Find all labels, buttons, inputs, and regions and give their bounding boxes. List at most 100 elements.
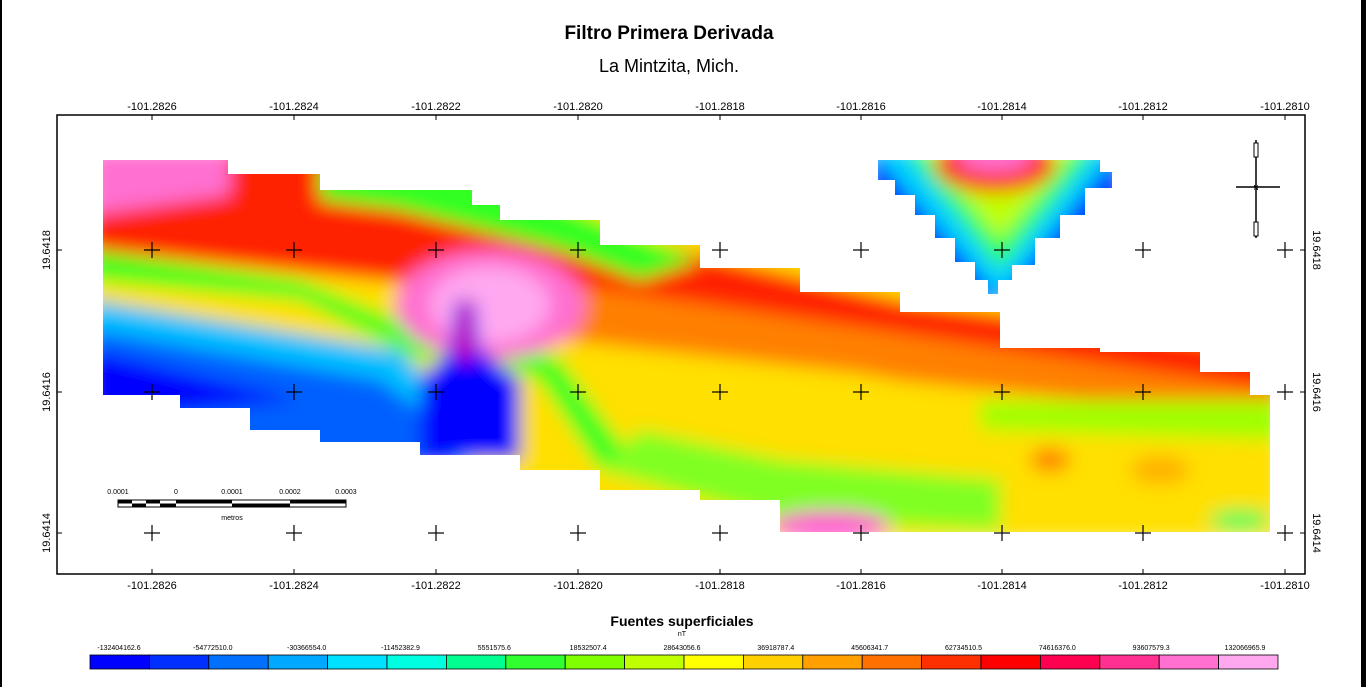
longitude-tick-label: -101.2816 bbox=[836, 580, 886, 592]
graticule-cross bbox=[144, 525, 160, 541]
latitude-tick-label: 19.6416 bbox=[1310, 372, 1322, 412]
longitude-tick-label: -101.2822 bbox=[411, 101, 461, 113]
longitude-tick-label: -101.2824 bbox=[269, 101, 319, 113]
legend-swatch bbox=[148, 654, 210, 670]
graticule-cross bbox=[1277, 525, 1293, 541]
graticule-cross bbox=[994, 242, 1010, 258]
legend-swatch bbox=[208, 654, 269, 670]
graticule-cross bbox=[428, 525, 444, 541]
legend-title: Fuentes superficiales bbox=[610, 613, 753, 629]
legend-swatch bbox=[445, 654, 507, 670]
legend-unit: nT bbox=[678, 631, 687, 638]
legend-swatch bbox=[1040, 654, 1101, 670]
legend-value-label: 93607579.3 bbox=[1133, 645, 1170, 652]
window-border-left bbox=[0, 0, 2, 687]
legend-swatch bbox=[89, 654, 150, 670]
legend-colorbar bbox=[89, 654, 1279, 670]
graticule-crosses bbox=[144, 242, 1293, 541]
graticule-cross bbox=[994, 525, 1010, 541]
legend-value-label: 28643056.6 bbox=[664, 645, 701, 652]
scale-label: 0.0003 bbox=[335, 489, 357, 496]
graticule-cross bbox=[570, 525, 586, 541]
map-frame bbox=[56, 114, 1306, 575]
map-subtitle: La Mintzita, Mich. bbox=[599, 56, 739, 76]
graticule-cross bbox=[144, 384, 160, 400]
legend-value-label: -132404162.6 bbox=[97, 645, 140, 652]
legend-swatch bbox=[386, 654, 447, 670]
graticule-cross bbox=[853, 384, 869, 400]
longitude-tick-label: -101.2816 bbox=[836, 101, 886, 113]
scale-unit: metros bbox=[221, 515, 243, 522]
graticule-cross bbox=[570, 242, 586, 258]
legend-value-label: 45606341.7 bbox=[851, 645, 888, 652]
legend-swatch bbox=[327, 654, 388, 670]
graticule-cross bbox=[994, 384, 1010, 400]
longitude-tick-label: -101.2822 bbox=[411, 580, 461, 592]
graticule-cross bbox=[1135, 242, 1151, 258]
graticule-cross bbox=[1277, 384, 1293, 400]
legend-swatch bbox=[267, 654, 329, 670]
graticule-cross bbox=[853, 525, 869, 541]
latitude-tick-label: 19.6418 bbox=[41, 230, 53, 270]
scale-label: 0.0002 bbox=[279, 489, 301, 496]
latitude-ticks-left: 19.6418 19.6416 19.6414 bbox=[41, 230, 62, 553]
longitude-ticks-bottom: -101.2826 -101.2824 -101.2822 -101.2820 -101… bbox=[127, 569, 1310, 592]
legend-value-label: 132066965.9 bbox=[1225, 645, 1266, 652]
map-title: Filtro Primera Derivada bbox=[564, 23, 774, 44]
scale-bar: 0.0001 0 0.0001 0.0002 0.0003 metros bbox=[107, 489, 357, 522]
longitude-tick-label: -101.2812 bbox=[1118, 580, 1168, 592]
longitude-tick-label: -101.2818 bbox=[695, 580, 745, 592]
graticule-cross bbox=[712, 384, 728, 400]
graticule-cross bbox=[286, 242, 302, 258]
graticule-cross bbox=[428, 384, 444, 400]
legend-value-label: 18532507.4 bbox=[570, 645, 607, 652]
longitude-tick-label: -101.2820 bbox=[553, 101, 603, 113]
legend-swatch bbox=[980, 654, 1041, 670]
legend-swatch bbox=[802, 654, 863, 670]
graticule-cross bbox=[286, 384, 302, 400]
longitude-tick-label: -101.2826 bbox=[127, 580, 177, 592]
longitude-tick-label: -101.2814 bbox=[977, 101, 1027, 113]
longitude-tick-label: -101.2824 bbox=[269, 580, 319, 592]
graticule-cross bbox=[712, 242, 728, 258]
latitude-tick-label: 19.6414 bbox=[1310, 513, 1322, 553]
anomaly-grid-triangle bbox=[878, 160, 1112, 294]
legend-swatch bbox=[564, 654, 626, 670]
legend-swatch bbox=[683, 654, 744, 670]
legend-swatch bbox=[1099, 654, 1160, 670]
legend-values: -132404162.6 -54772510.0 -30366554.0 -11452… bbox=[97, 645, 1265, 652]
graticule-cross bbox=[144, 242, 160, 258]
latitude-ticks-right: 19.6418 19.6416 19.6414 bbox=[1300, 230, 1322, 553]
graticule-cross bbox=[1135, 384, 1151, 400]
legend-value-label: 62734510.5 bbox=[945, 645, 982, 652]
longitude-ticks-top: -101.2826 -101.2824 -101.2822 -101.2820 -101… bbox=[127, 101, 1310, 120]
graticule-cross bbox=[570, 384, 586, 400]
legend-swatch bbox=[1158, 654, 1219, 670]
latitude-tick-label: 19.6416 bbox=[41, 372, 53, 412]
graticule-cross bbox=[286, 525, 302, 541]
longitude-tick-label: -101.2826 bbox=[127, 101, 177, 113]
north-label: N bbox=[1253, 185, 1258, 192]
latitude-tick-label: 19.6418 bbox=[1310, 230, 1322, 270]
legend-swatch bbox=[505, 654, 566, 670]
legend-swatch bbox=[921, 654, 982, 670]
legend-value-label: 74616376.0 bbox=[1039, 645, 1076, 652]
longitude-tick-label: -101.2818 bbox=[695, 101, 745, 113]
latitude-tick-label: 19.6414 bbox=[41, 513, 53, 553]
legend-swatch bbox=[861, 654, 923, 670]
longitude-tick-label: -101.2810 bbox=[1260, 580, 1310, 592]
legend-swatch bbox=[1218, 654, 1279, 670]
longitude-tick-label: -101.2814 bbox=[977, 580, 1027, 592]
longitude-tick-label: -101.2810 bbox=[1260, 101, 1310, 113]
graticule-cross bbox=[428, 242, 444, 258]
graticule-cross bbox=[853, 242, 869, 258]
graticule-cross bbox=[712, 525, 728, 541]
graticule-cross bbox=[1277, 242, 1293, 258]
legend-value-label: -30366554.0 bbox=[287, 645, 326, 652]
anomaly-grid-main bbox=[103, 160, 1270, 532]
north-arrow: N bbox=[1236, 140, 1280, 238]
longitude-tick-label: -101.2820 bbox=[553, 580, 603, 592]
legend-value-label: -11452382.9 bbox=[381, 645, 420, 652]
legend-value-label: 36918787.4 bbox=[757, 645, 794, 652]
legend-swatch bbox=[743, 654, 804, 670]
